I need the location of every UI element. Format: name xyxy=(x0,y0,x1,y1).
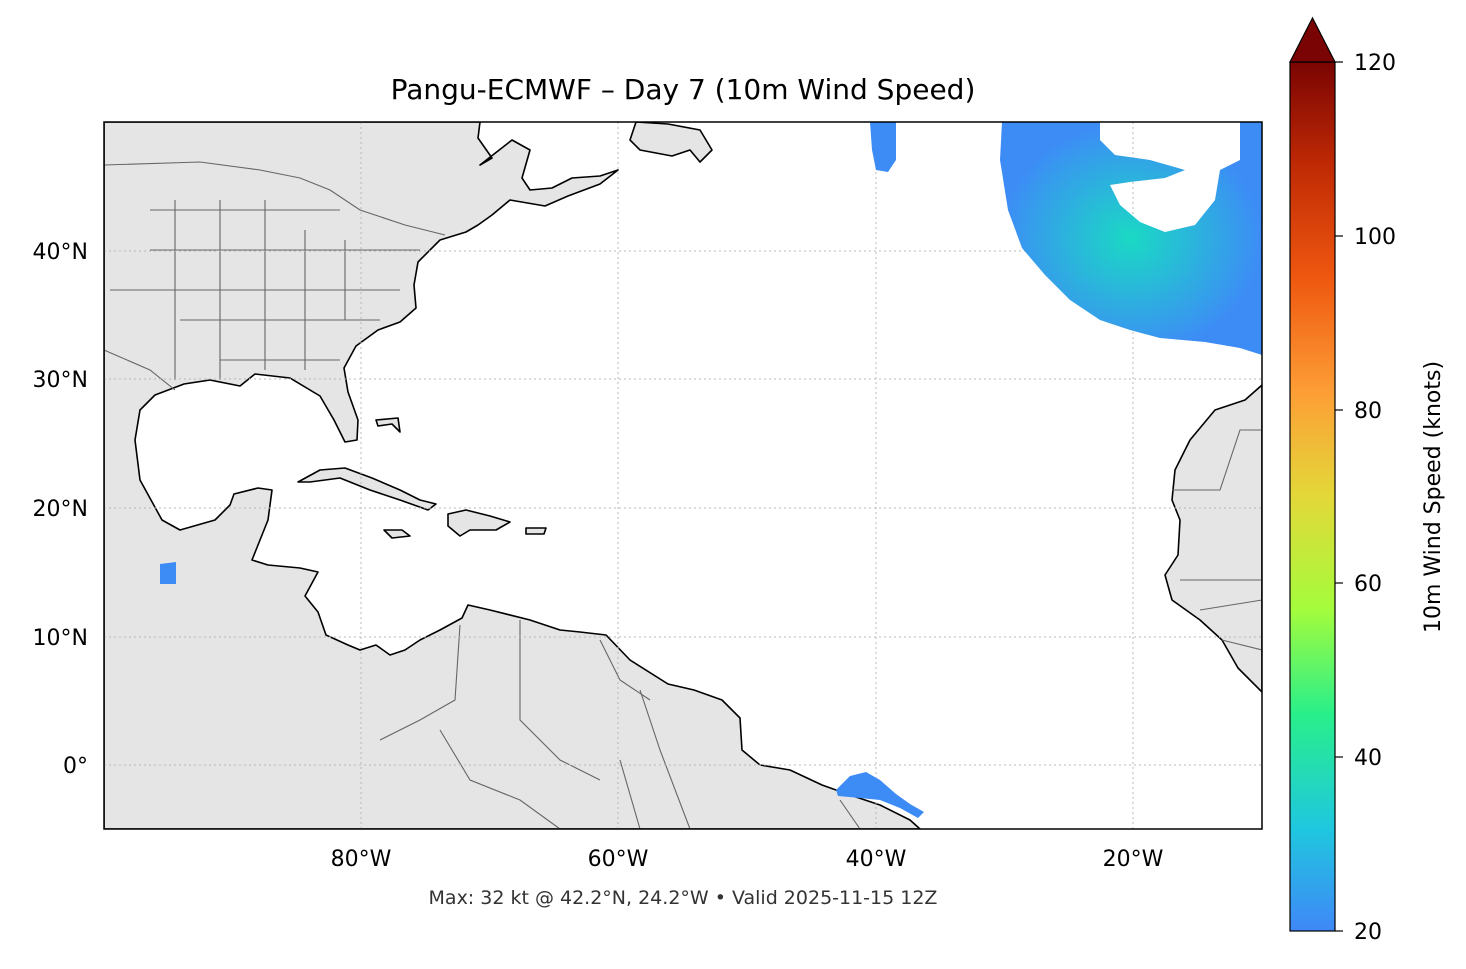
political-borders xyxy=(104,161,1262,829)
us-canada-border xyxy=(104,161,446,236)
land-masses xyxy=(104,122,1262,829)
map-panel xyxy=(104,122,1262,829)
map-title: Pangu-ECMWF – Day 7 (10m Wind Speed) xyxy=(391,73,976,106)
lat-tick-label: 30°N xyxy=(33,368,88,393)
map-frame xyxy=(103,121,1263,830)
cuba-island xyxy=(297,467,437,511)
colorbar: 20 40 60 80 100 120 10m Wind Speed (knot… xyxy=(1289,16,1446,945)
hispaniola-island xyxy=(447,509,511,537)
colorbar-tick-label: 20 xyxy=(1354,920,1382,945)
footer-caption: Max: 32 kt @ 42.2°N, 24.2°W • Valid 2025… xyxy=(429,887,938,909)
puerto-rico-island xyxy=(525,527,547,535)
jamaica-island xyxy=(383,529,411,539)
lat-tick-labels: 40°N 30°N 20°N 10°N 0° xyxy=(33,240,88,779)
lon-tick-label: 40°W xyxy=(846,847,907,872)
wind-region-northeast xyxy=(1000,122,1262,355)
south-america-borders xyxy=(379,620,861,829)
africa-borders xyxy=(1172,429,1262,651)
lon-tick-label: 20°W xyxy=(1103,847,1164,872)
wind-region-south-patch xyxy=(836,772,924,818)
lon-tick-label: 80°W xyxy=(331,847,392,872)
lat-tick-label: 0° xyxy=(63,754,88,779)
wind-region-pacific-patch xyxy=(160,562,176,584)
colorbar-ramp xyxy=(1289,61,1336,932)
state-borders-lines xyxy=(110,200,420,380)
colorbar-tick-label: 60 xyxy=(1354,572,1382,597)
colorbar-extend-arrow xyxy=(1289,16,1336,63)
wind-field xyxy=(160,122,1262,818)
newfoundland-island xyxy=(629,122,713,163)
colorbar-tick-label: 120 xyxy=(1354,51,1396,76)
lat-tick-label: 10°N xyxy=(33,626,88,651)
colorbar-label: 10m Wind Speed (knots) xyxy=(1421,361,1446,633)
colorbar-tick-label: 40 xyxy=(1354,746,1382,771)
lon-tick-labels: 80°W 60°W 40°W 20°W xyxy=(331,847,1164,872)
colorbar-tick-label: 80 xyxy=(1354,399,1382,424)
lat-tick-label: 40°N xyxy=(33,240,88,265)
north-america-land xyxy=(104,122,921,829)
wind-region-north-patch xyxy=(870,122,896,172)
west-africa-land xyxy=(1164,384,1262,693)
bahamas-island xyxy=(375,417,401,433)
colorbar-tick-label: 100 xyxy=(1354,225,1396,250)
mexico-border xyxy=(104,349,176,391)
lat-tick-label: 20°N xyxy=(33,497,88,522)
lon-tick-label: 60°W xyxy=(588,847,649,872)
